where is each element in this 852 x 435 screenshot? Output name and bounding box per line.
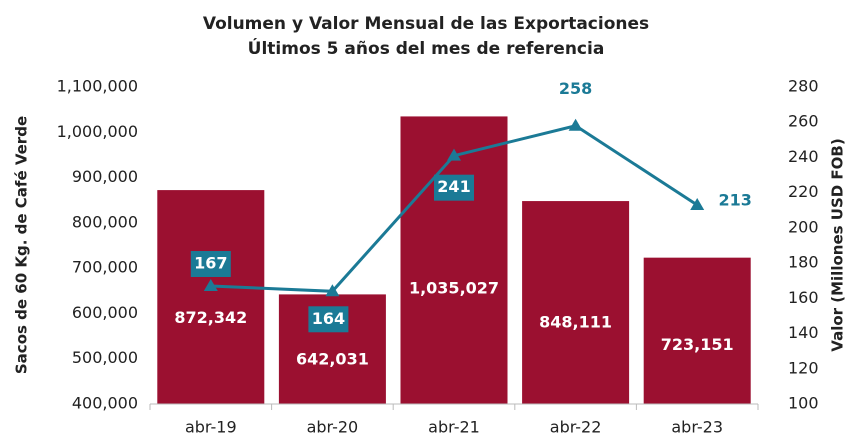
y2-tick-label: 260 [788,112,819,131]
x-tick-label: abr-20 [307,418,359,435]
line-value-label: 241 [437,177,470,196]
y-tick-label: 1,000,000 [57,122,138,141]
bar [157,190,265,404]
y-tick-label: 500,000 [72,348,138,367]
bar [400,116,508,404]
marker [325,284,340,297]
x-tick-label: abr-19 [185,418,237,435]
line-value-label: 213 [718,190,751,209]
line-value-label: 167 [194,254,227,273]
chart-subtitle: Últimos 5 años del mes de referencia [248,37,605,59]
line-label-box [308,306,349,333]
bar-value-label: 872,342 [174,308,247,327]
bar-value-label: 848,111 [539,312,612,331]
y-tick-label: 800,000 [72,212,138,231]
marker [203,279,218,292]
y-tick-label: 400,000 [72,394,138,413]
y2-tick-label: 140 [788,323,819,342]
line-label-box [190,251,231,278]
y2-tick-label: 100 [788,394,819,413]
y2-tick-label: 240 [788,147,819,166]
bar [522,201,630,404]
y2-tick-label: 220 [788,182,819,201]
y-tick-label: 1,100,000 [57,77,138,96]
marker [447,148,461,161]
x-tick-label: abr-22 [550,418,602,435]
line-value-label: 164 [312,309,345,328]
bar-value-label: 723,151 [661,335,734,354]
y-tick-label: 900,000 [72,167,138,186]
marker [690,197,705,210]
x-tick-label: abr-21 [428,418,480,435]
y2-tick-label: 120 [788,358,819,377]
x-tick-label: abr-23 [671,418,723,435]
bar [643,257,751,404]
y2-tick-label: 160 [788,288,819,307]
y2-tick-label: 180 [788,253,819,272]
y2-tick-label: 200 [788,217,819,236]
line-value-label: 258 [559,79,592,98]
bar-value-label: 642,031 [296,350,369,369]
y2-axis-title: Valor (Millones USD FOB) [829,138,847,351]
bar-value-label: 1,035,027 [409,278,499,297]
y-axis-title: Sacos de 60 Kg. de Café Verde [13,116,31,374]
chart-title: Volumen y Valor Mensual de las Exportaci… [203,14,649,34]
y-tick-label: 600,000 [72,303,138,322]
marker [568,118,583,131]
y-tick-label: 700,000 [72,258,138,277]
y2-tick-label: 280 [788,77,819,96]
line-label-box [434,174,474,201]
